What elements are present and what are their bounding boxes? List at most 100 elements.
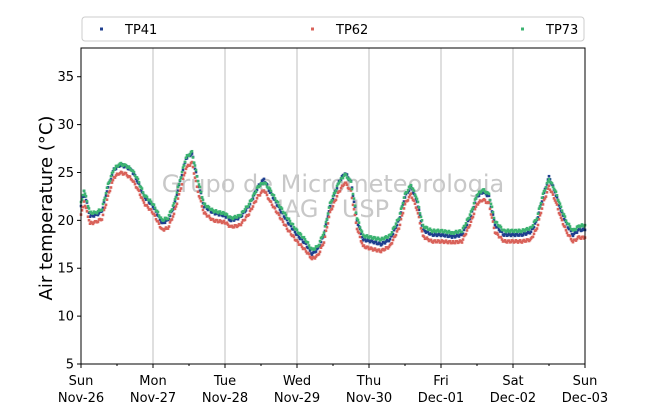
data-point [554,201,558,204]
data-point [131,169,135,173]
data-point [420,229,424,233]
data-point [468,223,472,227]
data-point [133,174,137,177]
data-point [174,195,178,199]
data-point [479,191,483,194]
data-point [498,224,502,228]
data-point [355,217,359,220]
data-point [330,207,334,211]
data-point [504,232,508,236]
data-point [482,188,486,191]
data-point [523,229,527,233]
data-point [437,232,441,235]
data-point [509,240,513,244]
data-point [473,207,477,211]
data-point [387,239,391,243]
data-point [198,185,202,189]
data-point [406,188,410,192]
x-tick-label-day: Sun [69,374,94,389]
data-point [544,186,548,189]
data-point [287,217,291,221]
data-point [469,220,473,224]
data-point [417,208,421,212]
y-tick-label: 10 [57,310,74,325]
data-point [289,233,293,236]
data-point [390,242,394,245]
data-point [267,198,271,201]
data-point [532,225,536,229]
data-point [233,217,237,221]
data-point [394,233,398,237]
data-point [234,224,238,227]
data-point [192,172,196,175]
data-point [379,250,383,254]
data-point [317,252,321,256]
data-point [169,209,173,213]
data-point [152,203,156,207]
data-point [363,238,367,241]
data-point [199,199,203,203]
data-point [295,228,299,232]
data-point [455,239,459,243]
data-point [351,194,355,198]
data-point [513,234,517,238]
data-point [352,207,356,211]
data-point [208,216,212,220]
data-point [524,240,528,243]
data-point [195,175,199,178]
data-point [352,197,356,200]
data-point [490,205,494,209]
data-point [409,183,413,187]
data-point [474,205,478,208]
data-point [128,167,132,170]
data-point [452,232,456,236]
data-point [95,211,99,215]
data-point [188,164,192,167]
legend-marker-tp41 [100,27,103,31]
data-point [174,205,178,208]
series-tp73 [79,149,587,251]
data-point [460,230,464,234]
data-point [332,200,336,204]
series-layer [79,149,587,261]
data-point [300,245,304,249]
data-point [546,180,550,183]
data-point [198,196,202,200]
data-point [193,164,197,167]
data-point [556,198,560,202]
data-point [462,228,466,232]
data-point [489,213,493,216]
data-point [170,208,174,211]
y-axis: 5 10 15 20 25 30 35 [57,70,81,373]
data-point [281,220,285,224]
data-point [120,171,124,174]
data-point [392,228,396,232]
data-point [278,208,282,211]
data-point [342,183,346,186]
data-point [338,180,342,183]
data-point [138,193,142,197]
data-point [86,215,90,219]
data-point [201,198,205,202]
data-point [524,233,528,236]
data-point [221,214,225,218]
data-point [420,219,424,222]
data-point [579,237,583,240]
x-tick-label-date: Nov-28 [202,391,248,406]
data-point [142,193,146,197]
data-point [571,229,575,232]
data-point [469,214,473,218]
data-point [173,198,177,201]
data-point [163,227,167,231]
data-point [416,211,420,215]
data-point [560,210,564,214]
data-point [557,204,561,207]
data-point [547,184,551,188]
data-point [497,228,501,232]
data-point [270,203,274,207]
data-point [140,187,144,190]
data-point [257,185,261,189]
data-point [200,205,204,208]
data-point [361,238,365,242]
data-point [194,170,198,174]
